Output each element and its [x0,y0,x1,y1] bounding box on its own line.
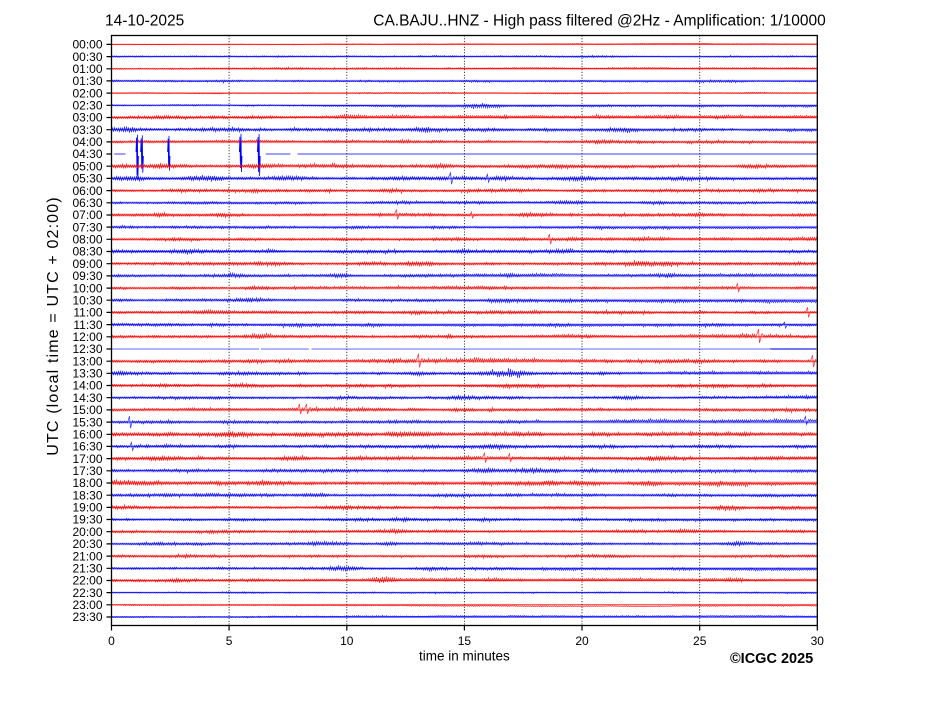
svg-text:01:00: 01:00 [72,62,102,76]
svg-text:03:00: 03:00 [72,111,102,125]
svg-text:19:30: 19:30 [72,513,102,527]
svg-text:11:00: 11:00 [73,306,102,320]
svg-text:12:00: 12:00 [72,330,102,344]
svg-text:00:00: 00:00 [72,38,102,52]
svg-text:25: 25 [693,634,707,648]
svg-text:14:00: 14:00 [72,379,102,393]
svg-text:02:00: 02:00 [72,86,102,100]
svg-text:04:30: 04:30 [72,147,102,161]
svg-text:21:00: 21:00 [72,549,102,563]
svg-text:16:30: 16:30 [72,440,102,454]
svg-text:12:30: 12:30 [72,342,102,356]
svg-text:UTC (local time = UTC + 02:00): UTC (local time = UTC + 02:00) [45,196,62,455]
svg-text:21:30: 21:30 [72,562,102,576]
svg-text:13:00: 13:00 [72,354,102,368]
svg-text:07:00: 07:00 [72,208,102,222]
svg-text:18:00: 18:00 [72,476,102,490]
svg-text:0: 0 [108,634,115,648]
svg-text:06:30: 06:30 [72,196,102,210]
svg-text:07:30: 07:30 [72,220,102,234]
svg-text:time in minutes: time in minutes [419,649,510,664]
svg-text:10:00: 10:00 [72,281,102,295]
svg-text:15:00: 15:00 [72,403,102,417]
svg-text:09:00: 09:00 [72,257,102,271]
svg-text:00:30: 00:30 [72,50,102,64]
svg-text:14:30: 14:30 [72,391,102,405]
svg-text:10:30: 10:30 [72,293,102,307]
svg-text:CA.BAJU..HNZ - High pass filte: CA.BAJU..HNZ - High pass filtered @2Hz -… [373,12,826,29]
svg-text:23:00: 23:00 [72,598,102,612]
svg-text:05:00: 05:00 [72,159,102,173]
svg-text:19:00: 19:00 [72,501,102,515]
svg-text:©ICGC 2025: ©ICGC 2025 [730,651,813,667]
svg-text:11:30: 11:30 [73,318,102,332]
svg-text:03:30: 03:30 [72,123,102,137]
svg-text:17:30: 17:30 [72,464,102,478]
svg-text:14-10-2025: 14-10-2025 [105,12,184,29]
svg-text:17:00: 17:00 [72,452,102,466]
svg-text:06:00: 06:00 [72,184,102,198]
svg-text:01:30: 01:30 [72,74,102,88]
svg-text:23:30: 23:30 [72,610,102,624]
svg-text:20:00: 20:00 [72,525,102,539]
svg-text:13:30: 13:30 [72,367,102,381]
svg-text:04:00: 04:00 [72,135,102,149]
svg-text:05:30: 05:30 [72,172,102,186]
svg-text:15:30: 15:30 [72,415,102,429]
svg-text:20: 20 [575,634,589,648]
svg-text:09:30: 09:30 [72,269,102,283]
svg-text:16:00: 16:00 [72,428,102,442]
svg-text:5: 5 [226,634,233,648]
svg-text:20:30: 20:30 [72,537,102,551]
svg-text:22:30: 22:30 [72,586,102,600]
svg-text:08:30: 08:30 [72,245,102,259]
svg-text:10: 10 [340,634,354,648]
svg-text:15: 15 [458,634,472,648]
svg-text:22:00: 22:00 [72,574,102,588]
svg-text:18:30: 18:30 [72,488,102,502]
svg-text:08:00: 08:00 [72,233,102,247]
svg-text:30: 30 [811,634,825,648]
svg-text:02:30: 02:30 [72,99,102,113]
